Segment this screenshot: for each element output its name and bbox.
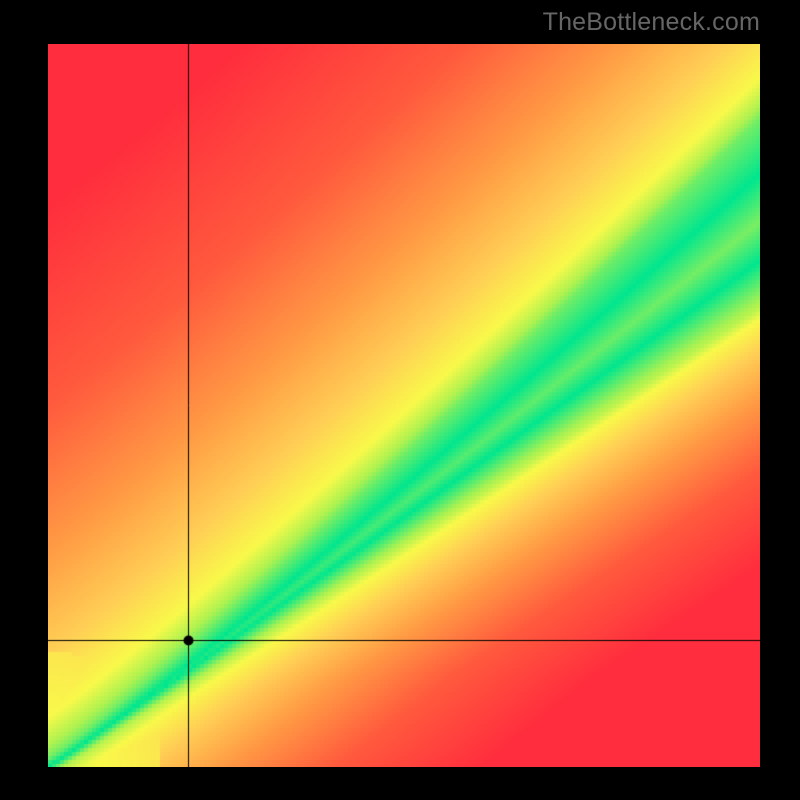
watermark-text: TheBottleneck.com: [543, 8, 760, 37]
heatmap-canvas: [48, 44, 760, 767]
chart-container: TheBottleneck.com: [0, 0, 800, 800]
heatmap-plot: [48, 44, 760, 767]
